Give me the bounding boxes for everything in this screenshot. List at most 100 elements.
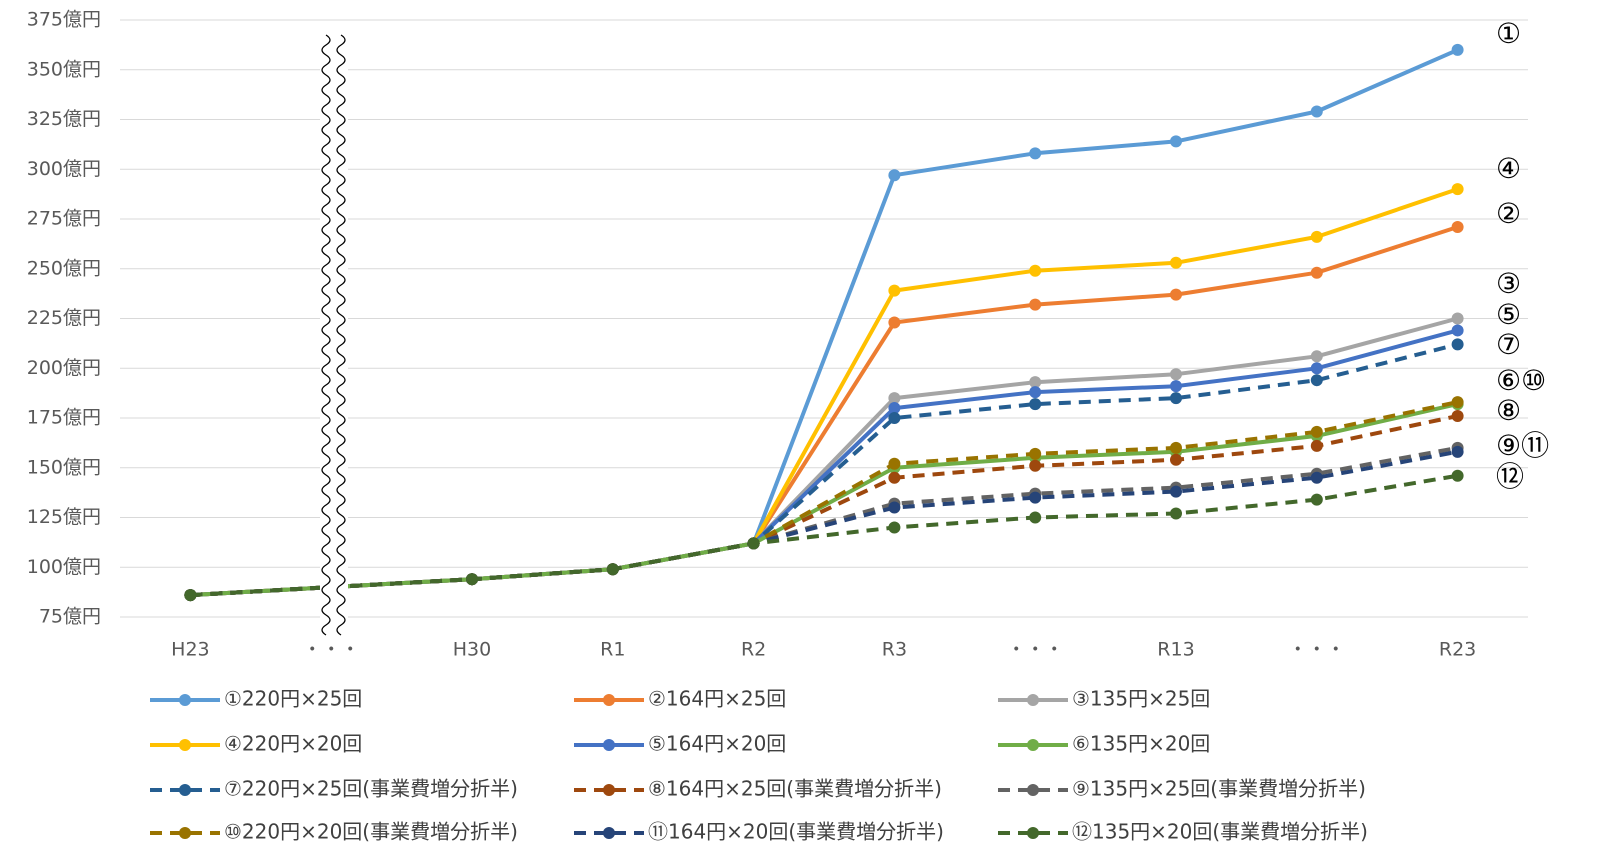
legend-label: ⑤164円×20回 (648, 732, 786, 756)
y-tick-label: 375億円 (27, 9, 101, 31)
series-line (190, 473, 1458, 598)
data-point (888, 402, 901, 415)
legend-marker (179, 784, 191, 796)
data-point (1451, 220, 1464, 233)
data-point (1310, 374, 1323, 387)
y-tick-label: 175億円 (27, 407, 101, 429)
x-tick-label: ・・・ (1288, 639, 1345, 661)
data-point (1310, 471, 1323, 484)
data-point (1451, 338, 1464, 351)
data-point (1170, 256, 1182, 269)
legend-marker (1027, 694, 1039, 706)
data-point (1170, 485, 1182, 498)
data-point (1170, 288, 1182, 301)
break-line (336, 34, 346, 636)
data-point (1451, 183, 1464, 196)
legend-marker (179, 739, 191, 751)
data-point (1310, 105, 1323, 118)
data-point (1170, 392, 1182, 405)
legend-marker (603, 827, 615, 839)
annotation: ④ (1496, 152, 1521, 185)
data-point (1310, 493, 1323, 506)
annotation: ③ (1496, 267, 1521, 300)
data-point (1170, 368, 1182, 381)
data-point (1170, 453, 1182, 466)
data-point (1029, 511, 1042, 524)
legend-label: ⑨135円×25回(事業費増分折半) (1072, 777, 1366, 801)
data-point (1451, 445, 1464, 458)
legend-label: ⑦220円×25回(事業費増分折半) (224, 777, 518, 801)
legend-marker (1027, 739, 1039, 751)
annotation: ② (1496, 197, 1521, 230)
data-point (1451, 410, 1464, 423)
annotation: ⑤ (1496, 298, 1521, 331)
annotation: ① (1496, 17, 1521, 50)
annotation: ⑨⑪ (1496, 429, 1549, 462)
data-point (184, 589, 197, 602)
x-tick-label: H30 (453, 639, 491, 661)
x-tick-label: ・・・ (1007, 639, 1064, 661)
series-line (190, 225, 1459, 598)
data-point (1310, 350, 1323, 363)
annotation: ⑫ (1496, 460, 1524, 493)
data-point (888, 501, 901, 514)
legend-marker (603, 784, 615, 796)
data-point (1170, 507, 1182, 520)
data-point (888, 316, 901, 329)
y-tick-label: 75億円 (39, 606, 101, 628)
data-point (888, 412, 901, 424)
y-tick-label: 100億円 (27, 556, 101, 578)
y-tick-label: 275億円 (27, 208, 101, 230)
series-line (190, 187, 1459, 598)
legend-label: ⑪164円×20回(事業費増分折半) (648, 820, 944, 844)
legend-label: ①220円×25回 (224, 687, 362, 711)
legend-label: ⑫135円×20回(事業費増分折半) (1072, 820, 1368, 844)
legend-marker (603, 694, 615, 706)
x-tick-label: H23 (171, 639, 209, 661)
data-point (888, 169, 901, 182)
plot-area (184, 43, 1464, 602)
data-point (1310, 266, 1323, 279)
legend-marker (179, 694, 191, 706)
x-tick-label: ・・・ (303, 639, 360, 661)
x-tick-label: R2 (741, 639, 766, 661)
data-point (1451, 324, 1464, 337)
data-point (1029, 459, 1042, 472)
break-line (321, 34, 331, 636)
legend-marker (603, 739, 615, 751)
data-point (888, 284, 901, 297)
legend-label: ③135円×25回 (1072, 687, 1210, 711)
y-tick-label: 125億円 (27, 506, 101, 528)
data-point (1451, 469, 1464, 482)
annotation: ⑦ (1496, 328, 1521, 361)
legend-label: ⑩220円×20回(事業費増分折半) (224, 820, 518, 844)
y-tick-label: 150億円 (27, 456, 101, 478)
data-point (1029, 398, 1042, 411)
x-tick-label: R1 (600, 639, 625, 661)
data-point (1029, 264, 1042, 277)
legend-marker (179, 827, 191, 839)
data-point (747, 537, 760, 550)
data-point (1451, 312, 1464, 325)
data-point (888, 521, 901, 534)
legend-label: ②164円×25回 (648, 687, 786, 711)
y-tick-label: 300億円 (27, 158, 101, 180)
series-line (190, 328, 1459, 598)
data-point (1029, 386, 1042, 399)
data-point (888, 392, 901, 405)
data-point (1029, 491, 1042, 504)
data-point (1451, 43, 1464, 56)
data-point (1310, 362, 1323, 375)
series-line (190, 48, 1459, 598)
x-tick-label: R13 (1157, 639, 1194, 661)
y-tick-label: 225億円 (27, 307, 101, 329)
y-tick-label: 325億円 (27, 108, 101, 130)
legend-marker (1027, 784, 1039, 796)
legend-marker (1027, 827, 1039, 839)
data-point (1029, 376, 1042, 389)
y-tick-label: 350億円 (27, 58, 101, 80)
legend-label: ⑥135円×20回 (1072, 732, 1210, 756)
data-point (1310, 425, 1323, 438)
data-point (1170, 135, 1182, 148)
